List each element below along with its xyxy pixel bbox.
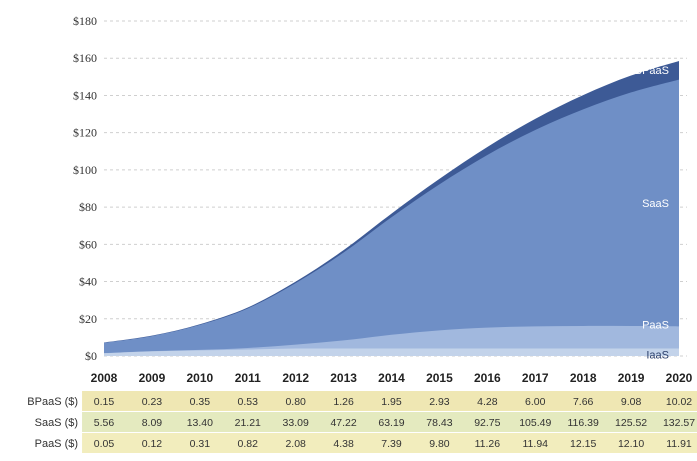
table-cell: 0.31 — [190, 438, 211, 450]
table-cell: 11.94 — [523, 438, 549, 450]
table-cell: 9.08 — [621, 396, 642, 408]
area-paas — [104, 325, 679, 356]
table-row-background — [82, 412, 697, 432]
x-tick-label: 2015 — [426, 371, 453, 385]
x-tick-label: 2008 — [91, 371, 118, 385]
table-cell: 10.02 — [666, 396, 692, 408]
area-saas — [104, 79, 679, 356]
table-cell: 0.53 — [238, 396, 259, 408]
table-cell: 4.28 — [477, 396, 498, 408]
y-tick-label: $20 — [79, 312, 97, 326]
x-tick-label: 2019 — [618, 371, 645, 385]
x-tick-label: 2013 — [330, 371, 357, 385]
series-label-paas: PaaS — [642, 319, 669, 331]
series-labels: IaaS PaaS SaaS BPaaS — [635, 65, 669, 362]
table-cell: 11.26 — [475, 438, 501, 450]
x-tick-label: 2016 — [474, 371, 501, 385]
y-tick-label: $160 — [73, 51, 97, 65]
x-tick-label: 2010 — [186, 371, 213, 385]
table-cell: 33.09 — [283, 417, 309, 429]
table-cell: 9.80 — [429, 438, 450, 450]
x-tick-label: 2020 — [666, 371, 693, 385]
table-cell: 7.66 — [573, 396, 594, 408]
y-tick-label: $120 — [73, 126, 97, 140]
x-tick-label: 2018 — [570, 371, 597, 385]
table-cell: 21.21 — [235, 417, 261, 429]
table-cell: 47.22 — [330, 417, 356, 429]
y-axis-ticks: $180 $160 $140 $120 $100 $80 $60 $40 $20 $0 — [73, 14, 97, 363]
x-tick-label: 2017 — [522, 371, 549, 385]
table-cell: 7.39 — [381, 438, 402, 450]
area-iaas — [104, 348, 679, 356]
series-label-bpaas: BPaaS — [635, 65, 669, 77]
table-cell: 12.15 — [570, 438, 596, 450]
table-cell: 78.43 — [426, 417, 452, 429]
data-table: BPaaS ($) 0.15 0.23 0.35 0.53 0.80 1.26 1.95 2.9… — [27, 391, 697, 453]
x-tick-label: 2009 — [139, 371, 166, 385]
table-cell: 13.40 — [187, 417, 213, 429]
series-label-iaas: IaaS — [646, 350, 669, 362]
table-cell: 1.26 — [333, 396, 354, 408]
series-label-saas: SaaS — [642, 198, 669, 210]
table-cell: 5.56 — [94, 417, 115, 429]
y-tick-label: $100 — [73, 163, 97, 177]
table-cell: 1.95 — [381, 396, 402, 408]
y-tick-label: $140 — [73, 88, 97, 102]
table-cell: 0.05 — [94, 438, 115, 450]
table-cell: 132.57 — [663, 417, 695, 429]
table-cell: 0.12 — [142, 438, 163, 450]
table-cell: 105.49 — [519, 417, 551, 429]
table-cell: 0.80 — [285, 396, 306, 408]
table-cell: 4.38 — [333, 438, 354, 450]
table-cell: 0.15 — [94, 396, 115, 408]
table-cell: 63.19 — [378, 417, 404, 429]
table-row-background — [82, 391, 697, 411]
y-tick-label: $80 — [79, 200, 97, 214]
table-cell: 0.35 — [190, 396, 211, 408]
table-cell: 0.82 — [238, 438, 259, 450]
table-cell: 6.00 — [525, 396, 546, 408]
table-cell: 8.09 — [142, 417, 163, 429]
table-cell: 11.91 — [666, 438, 692, 450]
y-tick-label: $0 — [85, 349, 97, 363]
table-row-label: BPaaS ($) — [27, 396, 78, 408]
table-cell: 125.52 — [615, 417, 647, 429]
stacked-areas — [104, 61, 679, 357]
x-tick-label: 2012 — [282, 371, 309, 385]
table-cell: 116.39 — [567, 417, 598, 429]
table-row-label: SaaS ($) — [35, 417, 78, 429]
table-cell: 92.75 — [474, 417, 500, 429]
y-tick-label: $60 — [79, 237, 97, 251]
x-tick-label: 2014 — [378, 371, 405, 385]
table-cell: 0.23 — [142, 396, 163, 408]
table-cell: 2.93 — [429, 396, 450, 408]
x-axis-ticks: 2008 2009 2010 2011 2012 2013 2014 2015 2016 2017… — [91, 371, 693, 385]
table-row-background — [82, 433, 697, 453]
table-cell: 12.10 — [618, 438, 644, 450]
x-tick-label: 2011 — [235, 371, 261, 385]
table-row-label: PaaS ($) — [35, 438, 78, 450]
y-tick-label: $180 — [73, 14, 97, 28]
y-tick-label: $40 — [79, 275, 97, 289]
table-cell: 2.08 — [285, 438, 306, 450]
